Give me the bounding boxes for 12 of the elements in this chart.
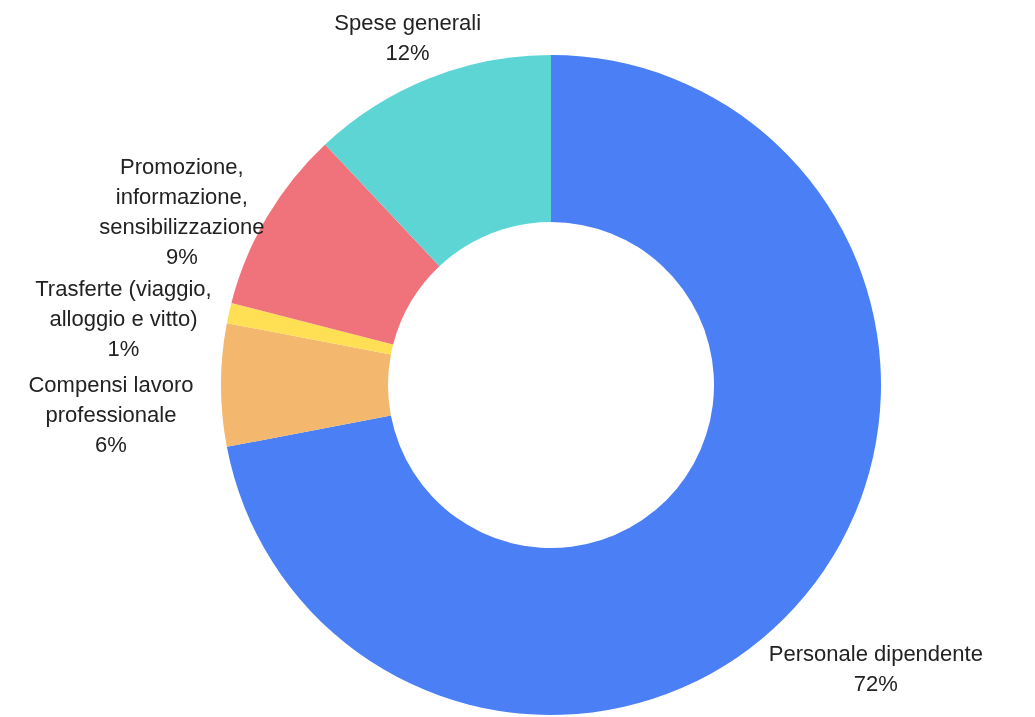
slice-label: Promozione, informazione, sensibilizzazione (99, 153, 265, 239)
slice-label: Personale dipendente (768, 640, 983, 666)
slice-label: Spese generali (334, 9, 482, 35)
slice-label: Compensi lavoro professionale (28, 372, 194, 427)
data-label: 6% (95, 432, 127, 457)
data-label: 9% (165, 243, 198, 269)
donut-slice (221, 323, 391, 447)
data-label: 1% (107, 336, 140, 362)
data-label: 72% (853, 670, 898, 696)
slice-label: Trasferte (viaggio, alloggio e vitto) (35, 276, 212, 332)
donut-slice (226, 302, 394, 355)
data-label: 12% (385, 39, 430, 65)
